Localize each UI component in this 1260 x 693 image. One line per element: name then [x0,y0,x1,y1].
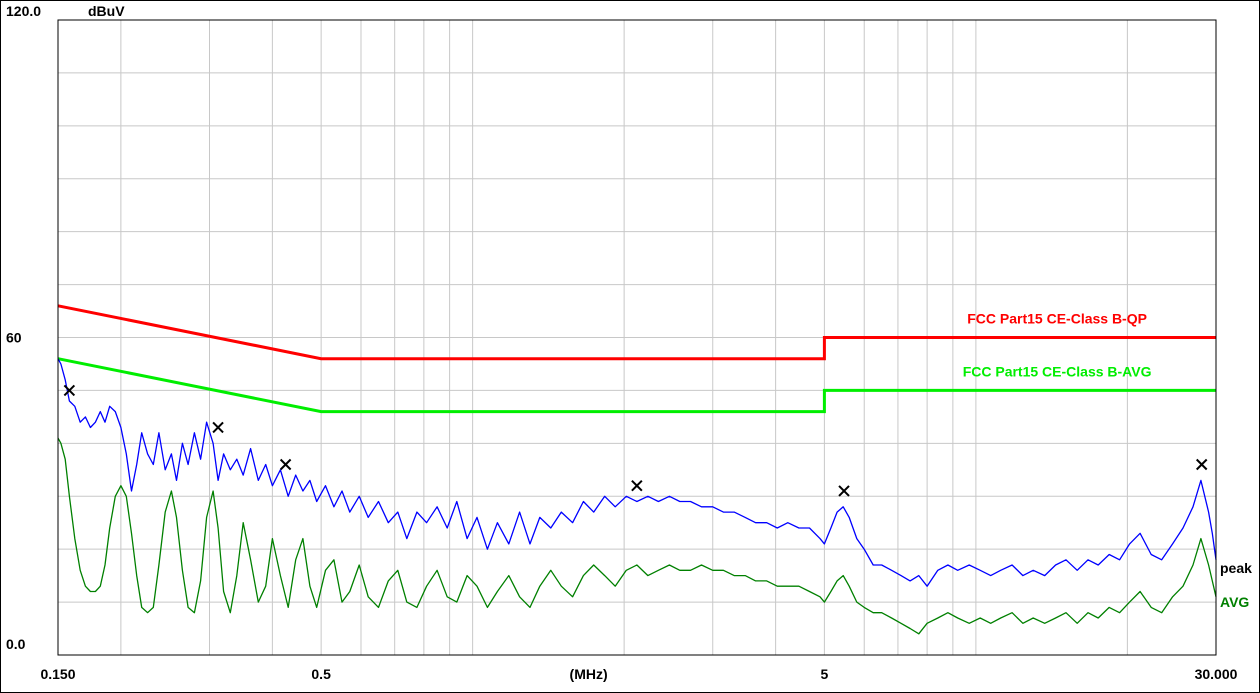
trace-label: peak [1220,560,1252,576]
x-tick-label: 30.000 [1195,666,1238,682]
peak-marker [279,458,292,471]
peak-marker-stroke [631,479,643,492]
peak-marker-stroke [1195,458,1208,471]
trace-series: peak AVG [57,358,1252,635]
peak-markers [63,384,1208,497]
limit-line-avg [57,357,1216,414]
x-tick-label: 0.5 [311,666,331,682]
plot-area-border [57,19,1217,656]
y-tick-label: 120.0 [6,3,41,19]
y-unit-label: dBuV [88,3,125,19]
y-tick-label: 60 [6,330,22,346]
limit-line-qp [57,304,1216,361]
peak-marker-stroke [63,384,76,397]
trace-line-avg [57,437,1217,635]
x-tick-label: 5 [820,666,828,682]
peak-marker-stroke [838,485,850,497]
peak-marker-stroke [212,421,224,434]
peak-marker [212,421,224,434]
limit-line-label: FCC Part15 CE-Class B-AVG [963,363,1152,379]
x-tick-label: 0.150 [40,666,75,682]
limit-lines: FCC Part15 CE-Class B-QP FCC Part15 CE-Cl… [57,304,1216,414]
limit-line-label: FCC Part15 CE-Class B-QP [967,311,1147,327]
peak-marker [631,479,643,492]
peak-marker [63,384,76,397]
peak-marker [1195,458,1208,471]
x-tick-label: (MHz) [570,666,608,682]
trace-line-peak [57,358,1217,587]
trace-label: AVG [1220,594,1249,610]
peak-marker-stroke [279,458,292,471]
peak-marker [838,485,850,497]
axis-labels: 120.0 60 0.0 dBuV 0.150 0.5 (MHz) 5 30.000 [6,3,1238,682]
y-tick-label: 0.0 [6,636,26,652]
